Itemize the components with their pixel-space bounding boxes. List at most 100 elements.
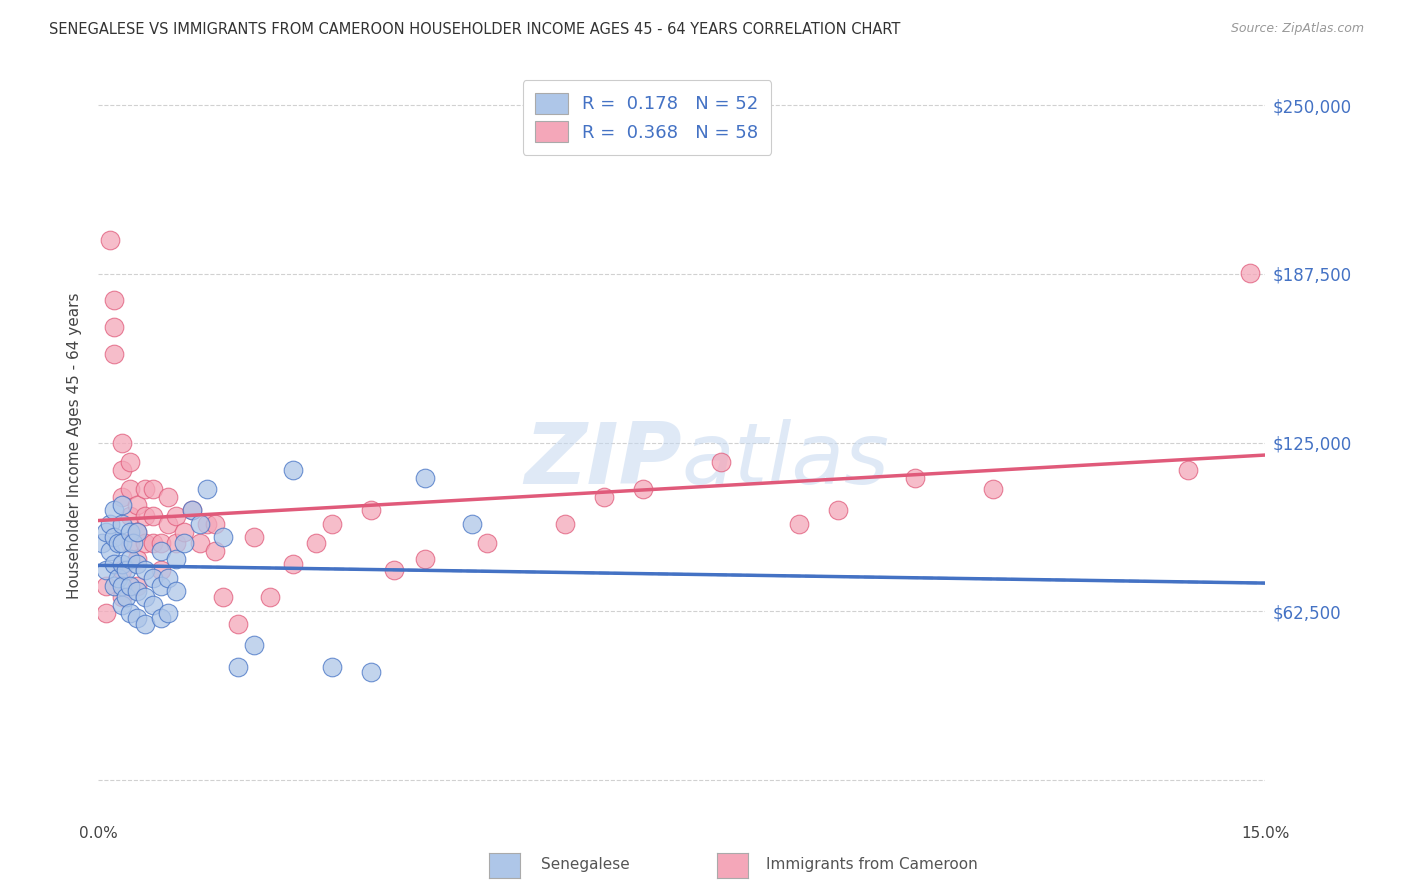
Point [149, 535, 172, 549]
Point [305, 535, 328, 549]
Point [118, 508, 141, 523]
Point [118, 482, 141, 496]
Point [96, 524, 118, 539]
Point [259, 590, 281, 604]
Point [173, 524, 195, 539]
Point [111, 598, 134, 612]
Point [142, 482, 165, 496]
Point [98, 233, 121, 247]
Point [212, 530, 235, 544]
Point [111, 462, 134, 476]
Point [118, 606, 141, 620]
Point [142, 598, 165, 612]
Point [413, 551, 436, 566]
Point [127, 524, 149, 539]
Legend: R =  0.178   N = 52, R =  0.368   N = 58: R = 0.178 N = 52, R = 0.368 N = 58 [523, 80, 770, 154]
Point [103, 293, 125, 307]
Point [180, 503, 202, 517]
Text: atlas: atlas [682, 419, 890, 502]
Y-axis label: Householder Income Ages 45 - 64 years: Householder Income Ages 45 - 64 years [67, 293, 83, 599]
Point [157, 571, 180, 585]
Point [111, 557, 134, 571]
Point [281, 557, 304, 571]
Point [188, 516, 211, 531]
Point [631, 482, 654, 496]
Point [477, 535, 499, 549]
Point [173, 535, 195, 549]
Point [127, 579, 149, 593]
Point [127, 611, 149, 625]
Point [195, 516, 218, 531]
Point [103, 503, 125, 517]
Point [142, 535, 165, 549]
Text: Source: ZipAtlas.com: Source: ZipAtlas.com [1230, 22, 1364, 36]
Point [787, 516, 810, 531]
Point [103, 530, 125, 544]
Point [204, 516, 226, 531]
Point [114, 590, 136, 604]
Point [157, 490, 180, 504]
Point [149, 579, 172, 593]
Point [96, 579, 118, 593]
Point [710, 454, 733, 468]
Point [103, 579, 125, 593]
Point [118, 579, 141, 593]
Point [461, 516, 484, 531]
Point [103, 346, 125, 360]
Point [180, 503, 202, 517]
Point [413, 471, 436, 485]
Point [98, 543, 121, 558]
Point [127, 551, 149, 566]
Point [212, 590, 235, 604]
Point [981, 482, 1004, 496]
Point [118, 535, 141, 549]
Point [118, 524, 141, 539]
Point [281, 462, 304, 476]
Point [1177, 462, 1199, 476]
Point [142, 571, 165, 585]
Point [107, 535, 129, 549]
Point [122, 535, 145, 549]
Text: Immigrants from Cameroon: Immigrants from Cameroon [766, 857, 979, 872]
Point [96, 606, 118, 620]
Point [107, 571, 129, 585]
Point [554, 516, 576, 531]
Point [321, 659, 343, 673]
Point [188, 535, 211, 549]
Point [111, 435, 134, 450]
Point [165, 535, 187, 549]
Point [96, 562, 118, 576]
Point [360, 503, 382, 517]
Point [149, 543, 172, 558]
Text: Senegalese: Senegalese [541, 857, 630, 872]
Point [382, 562, 405, 576]
Point [98, 516, 121, 531]
Point [142, 508, 165, 523]
Point [127, 524, 149, 539]
Point [127, 584, 149, 599]
Point [134, 482, 156, 496]
Point [593, 490, 616, 504]
Point [204, 543, 226, 558]
Point [243, 638, 266, 652]
Point [111, 562, 134, 576]
Point [91, 535, 114, 549]
Point [904, 471, 927, 485]
Point [111, 579, 134, 593]
Point [165, 551, 187, 566]
Point [118, 551, 141, 566]
Point [134, 616, 156, 631]
Point [165, 508, 187, 523]
Point [1239, 266, 1261, 280]
Point [149, 562, 172, 576]
Text: ZIP: ZIP [524, 419, 682, 502]
Point [149, 611, 172, 625]
Point [134, 590, 156, 604]
Point [134, 508, 156, 523]
Point [111, 535, 134, 549]
Point [103, 557, 125, 571]
Point [111, 516, 134, 531]
Point [321, 516, 343, 531]
Point [134, 535, 156, 549]
Point [827, 503, 849, 517]
